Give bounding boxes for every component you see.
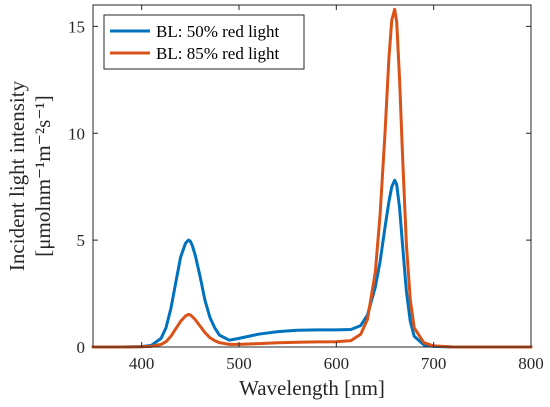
y-axis-label: Incident light intensity [μmolnm⁻¹m⁻²s⁻¹… — [5, 80, 55, 271]
x-tick-label: 800 — [518, 354, 544, 373]
series-line-1 — [91, 178, 533, 349]
legend: BL: 50% red light BL: 85% red light — [103, 14, 305, 70]
legend-box — [103, 14, 305, 70]
x-tick-label: 600 — [324, 354, 350, 373]
series-layer — [91, 7, 533, 349]
y-axis-label-line1: Incident light intensity — [5, 80, 29, 271]
legend-label-series-2: BL: 85% red light — [156, 44, 280, 63]
legend-label-series-1: BL: 50% red light — [156, 22, 280, 41]
y-tick-label: 5 — [77, 231, 86, 250]
ticks-layer: 400 500 600 700 800 0 5 10 15 — [68, 5, 544, 373]
y-axis-label-line2: [μmolnm⁻¹m⁻²s⁻¹] — [31, 95, 55, 256]
x-tick-label: 700 — [421, 354, 447, 373]
series-line-2 — [91, 7, 533, 349]
x-axis-label: Wavelength [nm] — [239, 376, 385, 400]
x-tick-label: 400 — [129, 354, 155, 373]
y-tick-label: 15 — [68, 17, 85, 36]
y-tick-label: 0 — [77, 338, 86, 357]
plot-frame — [92, 4, 532, 348]
x-tick-label: 500 — [226, 354, 252, 373]
y-tick-label: 10 — [68, 124, 85, 143]
